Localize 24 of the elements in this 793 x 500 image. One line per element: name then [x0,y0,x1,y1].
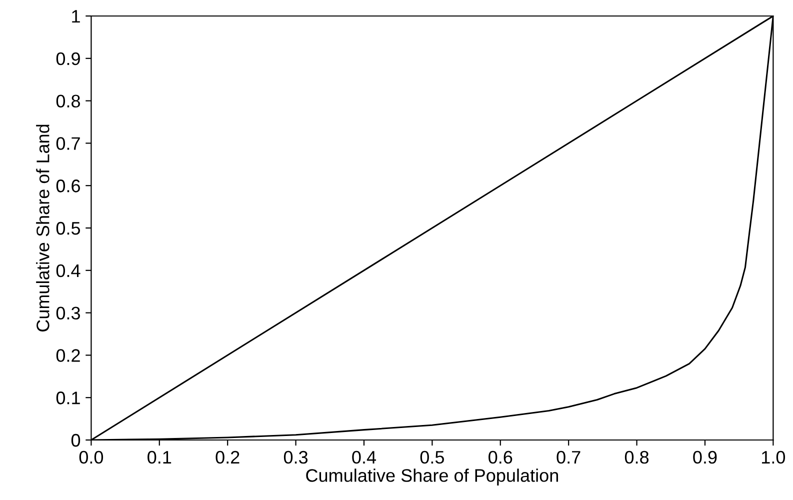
y-tick-label: 0.9 [56,52,80,66]
y-tick-label: 0.8 [56,94,80,108]
y-tick-label: 0.2 [56,349,80,362]
y-tick-label: 0 [71,434,80,447]
x-axis-title: Cumulative Share of Population [306,468,558,486]
y-tick-label: 0.6 [56,180,80,192]
x-tick-label: 0.0 [79,450,104,464]
y-tick-label: 0.3 [56,306,80,320]
x-tick-label: 0.8 [624,450,649,464]
x-tick-label: 0.7 [556,450,580,464]
x-tick-label: 0.1 [148,450,172,464]
x-tick-label: 0.6 [488,450,512,464]
x-tick-label: 0.3 [284,450,308,464]
x-tick-label: 1.0 [762,450,786,464]
y-tick-label: 1 [72,10,80,23]
x-tick-label: 0.5 [420,450,444,464]
x-tick-label: 0.4 [352,450,376,464]
x-tick-label: 0.2 [216,450,240,464]
x-tick-label: 0.9 [693,450,717,464]
y-tick-label: 0.7 [56,137,80,150]
y-tick-label: 0.5 [56,222,80,235]
y-tick-label: 0.4 [56,264,80,278]
y-axis-title: Cumulative Share of Land [36,124,50,332]
y-tick-label: 0.1 [56,392,80,404]
